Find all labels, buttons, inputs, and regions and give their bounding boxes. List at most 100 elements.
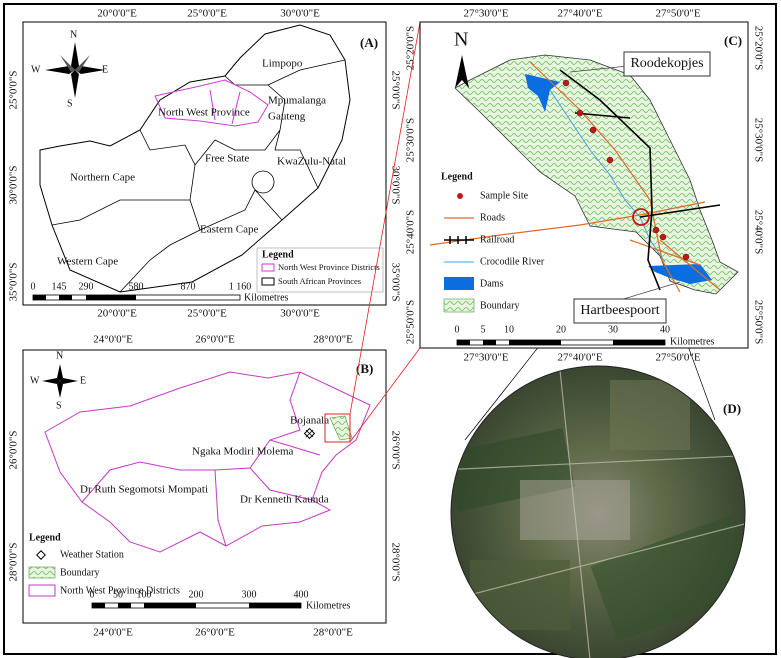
- satellite-image: [451, 366, 745, 658]
- compass-w: W: [30, 375, 40, 386]
- legend-symbol: [457, 193, 463, 199]
- zoom-connector: [349, 21, 421, 443]
- province-label: Gauteng: [268, 111, 306, 123]
- legend-swatch: [443, 298, 475, 313]
- roads: [429, 61, 721, 293]
- lon-tick: 27°50'0"E: [655, 8, 700, 20]
- zoom-circle: [632, 208, 650, 226]
- scale-tick: 300: [242, 589, 257, 600]
- lon-tick: 27°30'0"E: [463, 8, 508, 20]
- lat-tick: 25°30'0"S: [752, 118, 764, 163]
- province-label: Mpumalanga: [268, 95, 326, 107]
- south-africa-outline: [39, 24, 351, 293]
- scale-tick: 870: [181, 281, 196, 292]
- compass-s: S: [67, 98, 73, 109]
- lat-tick: 25°40'0"S: [752, 210, 764, 255]
- scale-tick: 10: [504, 324, 514, 335]
- legend-item: Weather Station: [60, 549, 124, 560]
- weather-station: [303, 427, 316, 440]
- lon-tick: 27°30'0"E: [463, 352, 508, 364]
- boundary: [454, 54, 739, 295]
- scale-tick: 100: [137, 589, 152, 600]
- district-label: Dr Kenneth Kaunda: [240, 494, 329, 506]
- legend-box: [256, 247, 384, 293]
- lon-tick: 27°40'0"E: [557, 352, 602, 364]
- scale-tick: 1 160: [229, 281, 252, 292]
- panel-label: (C): [724, 33, 742, 48]
- legend-swatch: [28, 566, 56, 579]
- scale-tick: 30: [608, 324, 618, 335]
- compass-w: W: [31, 64, 41, 75]
- dam: [525, 74, 560, 112]
- panel-label: (B): [356, 361, 373, 376]
- callout-label: Hartbeespoort: [580, 303, 659, 318]
- compass-a: [45, 42, 105, 98]
- lon-tick: 26°0'0"E: [195, 334, 235, 346]
- compass-e: E: [102, 64, 108, 75]
- dam: [648, 264, 712, 284]
- compass-e: E: [80, 375, 86, 386]
- callout-line: [569, 65, 629, 73]
- legend-title: Legend: [262, 249, 294, 260]
- callout-line: [619, 281, 681, 301]
- sample-sites: [562, 79, 690, 261]
- lat-tick: 26°0'0"S: [8, 431, 20, 470]
- legend-item: North West Province Districts: [60, 585, 180, 596]
- lat-tick: 35°0'0"S: [8, 263, 20, 302]
- legend-item: Sample Site: [480, 190, 529, 201]
- legend-swatch: [261, 263, 275, 272]
- north-west-districts: [154, 79, 269, 127]
- compass-s: S: [56, 400, 62, 411]
- legend-symbol: [444, 236, 474, 244]
- scale-tick: 5: [481, 324, 486, 335]
- inset-box: [324, 413, 351, 443]
- legend-item: Boundary: [60, 567, 99, 578]
- legend-swatch: [28, 584, 56, 597]
- lat-tick: 25°20'0"S: [752, 26, 764, 71]
- lat-tick: 30°0'0"S: [8, 166, 20, 205]
- province-label: Western Cape: [57, 256, 118, 268]
- compass-b: [42, 364, 78, 398]
- scale-unit: Kilometres: [670, 336, 715, 347]
- province-label: Northern Cape: [70, 172, 135, 184]
- province-label: Limpopo: [262, 58, 303, 70]
- legend-symbol: [36, 550, 46, 560]
- legend-item: Roads: [480, 212, 505, 223]
- lon-tick: 27°40'0"E: [557, 8, 602, 20]
- north-west-province: [44, 371, 371, 553]
- scale-tick: 400: [294, 589, 309, 600]
- scale-tick: 0: [31, 281, 36, 292]
- scale-unit: Kilometres: [244, 292, 289, 303]
- lon-tick: 28°0'0"E: [313, 334, 353, 346]
- scale-tick: 580: [129, 281, 144, 292]
- lat-tick: 25°0'0"S: [389, 71, 401, 110]
- callout-box: [573, 298, 667, 324]
- lat-tick: 25°50'0"S: [752, 300, 764, 345]
- lat-tick: 28°0'0"S: [389, 543, 401, 582]
- lon-tick: 25°0'0"E: [187, 308, 227, 320]
- lon-tick: 28°0'0"E: [313, 627, 353, 639]
- lon-tick: 24°0'0"E: [93, 627, 133, 639]
- legend-item: Dams: [480, 278, 503, 289]
- lon-tick: 24°0'0"E: [93, 334, 133, 346]
- lon-tick: 25°0'0"E: [187, 8, 227, 20]
- lat-tick: 28°0'0"S: [8, 543, 20, 582]
- legend-item: Boundary: [480, 300, 519, 311]
- lon-tick: 26°0'0"E: [195, 627, 235, 639]
- lon-tick: 20°0'0"E: [97, 8, 137, 20]
- scale-tick: 0: [90, 589, 95, 600]
- panel-b-frame: [22, 349, 387, 624]
- scale-tick: 145: [52, 281, 67, 292]
- lat-tick: 25°50'0"S: [405, 300, 417, 345]
- scale-tick: 200: [189, 589, 204, 600]
- province-label: North West Province: [158, 107, 250, 119]
- north-arrow: [455, 55, 469, 88]
- scale-bar: [32, 294, 241, 301]
- district-label: Dr Ruth Segomotsi Mompati: [80, 484, 208, 496]
- railroad: [559, 69, 721, 291]
- lat-tick: 26°0'0"S: [389, 431, 401, 470]
- legend-item: Railroad: [480, 234, 514, 245]
- callout-label: Roodekopjes: [630, 56, 703, 71]
- lon-tick: 27°50'0"E: [655, 352, 700, 364]
- lon-tick: 30°0'0"E: [280, 308, 320, 320]
